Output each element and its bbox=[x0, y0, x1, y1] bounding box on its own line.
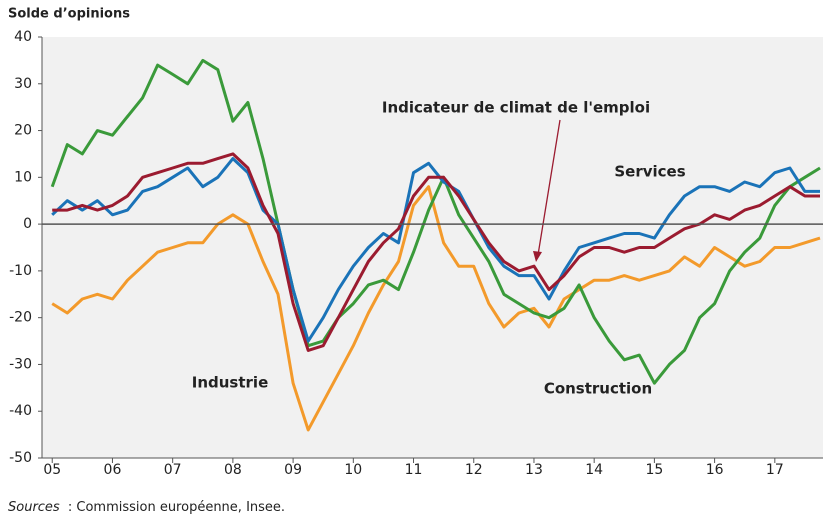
y-tick-label: -30 bbox=[9, 356, 32, 372]
series-line bbox=[52, 152, 820, 352]
x-tick-label: 08 bbox=[224, 462, 242, 478]
y-tick-label: -50 bbox=[9, 450, 32, 466]
x-tick-label: 11 bbox=[405, 462, 423, 478]
source: Sources : Commission européenne, Insee. bbox=[8, 500, 285, 515]
y-tick-label: 20 bbox=[14, 123, 32, 139]
x-tick-label: 14 bbox=[585, 462, 603, 478]
x-tick-label: 06 bbox=[104, 462, 122, 478]
series-label: Services bbox=[614, 163, 685, 181]
y-tick-label: 30 bbox=[14, 76, 32, 92]
y-tick-label: -20 bbox=[9, 310, 32, 326]
y-tick-label: -10 bbox=[9, 263, 32, 279]
series-line bbox=[51, 157, 820, 343]
series-label: Indicateur de climat de l'emploi bbox=[382, 99, 650, 117]
y-tick-label: 40 bbox=[14, 29, 32, 45]
x-tick-label: 09 bbox=[284, 462, 302, 478]
series-line bbox=[50, 58, 821, 385]
x-tick-label: 10 bbox=[344, 462, 362, 478]
source-label: Sources bbox=[8, 500, 60, 515]
y-axis-label: Solde d’opinions bbox=[8, 7, 130, 22]
arrow-head bbox=[533, 251, 542, 262]
lines bbox=[50, 58, 821, 432]
arrow bbox=[537, 119, 561, 256]
x-tick-label: 12 bbox=[465, 462, 483, 478]
y-tick-label: -40 bbox=[9, 403, 32, 419]
x-tick-label: 15 bbox=[645, 462, 663, 478]
source-text: : Commission européenne, Insee. bbox=[68, 500, 285, 515]
x-tick-label: 13 bbox=[525, 462, 543, 478]
series-line bbox=[51, 185, 821, 432]
series-label: Industrie bbox=[192, 374, 269, 392]
y-tick-label: 10 bbox=[14, 169, 32, 185]
x-tick-label: 16 bbox=[706, 462, 724, 478]
x-tick-label: 07 bbox=[164, 462, 182, 478]
x-tick-label: 05 bbox=[43, 462, 61, 478]
y-tick-label: 0 bbox=[23, 216, 32, 232]
series-label: Construction bbox=[544, 380, 652, 398]
x-tick-label: 17 bbox=[766, 462, 784, 478]
